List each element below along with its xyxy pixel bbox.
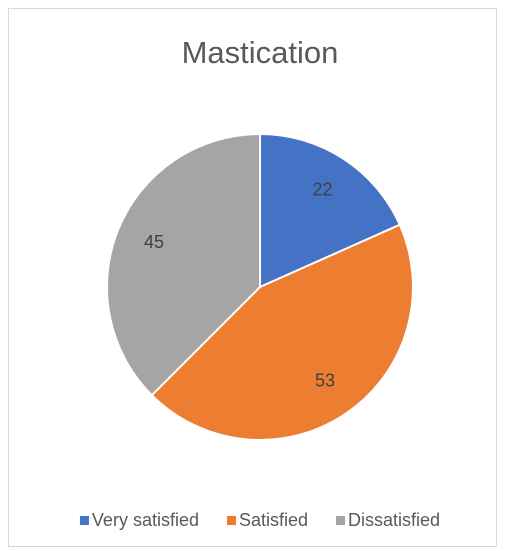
legend-marker [336,516,346,525]
data-label: 53 [315,370,335,390]
legend-marker [79,516,89,525]
data-label: 45 [144,232,164,252]
data-label: 22 [312,180,332,200]
pie-slice [259,132,402,289]
legend-label: Very satisfied [92,510,199,530]
pie-slice [106,132,261,397]
chart-title: Mastication [182,35,339,70]
pie-slice [150,223,414,441]
legend-label: Satisfied [239,510,308,530]
legend-label: Dissatisfied [348,510,440,530]
legend-marker [226,516,236,525]
